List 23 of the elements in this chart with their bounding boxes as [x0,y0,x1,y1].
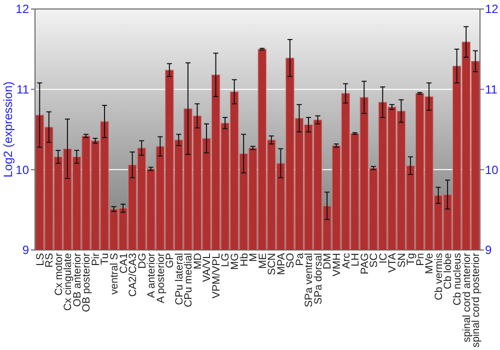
x-tick-label: CA1 [118,252,130,274]
y2-tick-label: 11 [485,82,498,97]
x-tick-label: Hb [238,252,250,266]
y2-tick-label: 10 [485,162,499,177]
y-tick-label: 9 [22,243,30,258]
x-tick-label: MG [229,253,241,270]
y-tick-label: 11 [16,82,30,97]
y-axis-title: Log2 (expression) [1,81,15,178]
x-tick-label: GP [164,253,176,268]
x-tick-label: LS [34,253,46,266]
x-tick-label: Cb lobe [442,252,454,290]
x-tick-label: Arc [340,253,352,269]
x-tick-label: SPa dorsal [312,253,324,304]
x-tick-label: Cb nucleus [452,253,464,306]
x-tick-label: RS [44,253,56,268]
y2-tick-label: 12 [485,2,499,16]
x-tick-label: LG [220,253,232,268]
x-tick-label: Tg [405,252,418,266]
x-tick-label: spinal cord posterior [470,252,482,348]
y2-tick-label: 9 [485,243,492,258]
x-tick-label: spinal cord anterior [460,252,473,342]
y-tick-label: 10 [16,162,30,177]
y-tick-label: 12 [16,2,30,16]
